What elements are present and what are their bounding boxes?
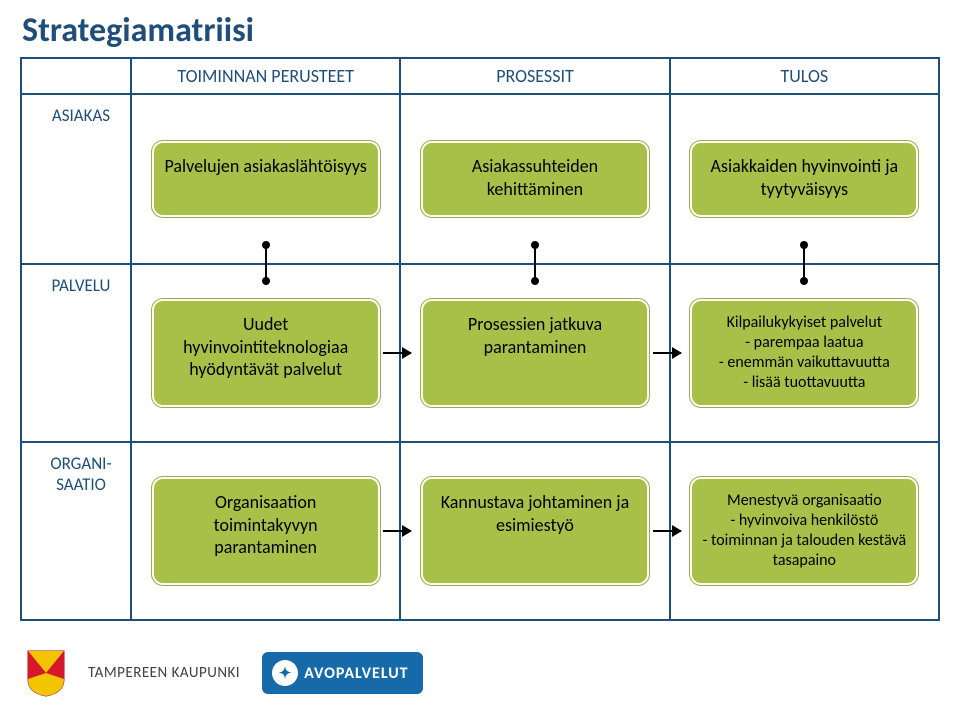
box-r1c3: Asiakkaiden hyvinvointi ja tyytyväisyys xyxy=(689,140,919,218)
header-col2: PROSESSIT xyxy=(400,58,669,94)
box-r1c1: Palvelujen asiakaslähtöisyys xyxy=(151,140,381,218)
header-col1: TOIMINNAN PERUSTEET xyxy=(131,58,400,94)
cell-r3c1: Organisaation toimintakyvyn parantaminen xyxy=(131,442,400,620)
cell-r2c3: Kilpailukykyiset palvelut- parempaa laat… xyxy=(670,264,939,442)
row-label-organisaatio: ORGANI-SAATIO xyxy=(21,442,131,620)
box-r2c1: Uudet hyvinvointiteknologiaa hyödyntävät… xyxy=(151,298,381,408)
cell-r3c3: Menestyvä organisaatio- hyvinvoiva henki… xyxy=(670,442,939,620)
row-label-asiakas: ASIAKAS xyxy=(21,94,131,264)
page-title: Strategiamatriisi xyxy=(0,0,960,57)
avopalvelut-logo: ✦ AVOPALVELUT xyxy=(262,652,423,694)
header-blank xyxy=(21,58,131,94)
footer-brand-text: TAMPEREEN KAUPUNKI xyxy=(88,664,240,682)
box-r3c3: Menestyvä organisaatio- hyvinvoiva henki… xyxy=(689,476,919,586)
box-r3c1: Organisaation toimintakyvyn parantaminen xyxy=(151,476,381,586)
tampere-shield-icon xyxy=(26,649,66,697)
footer: TAMPEREEN KAUPUNKI ✦ AVOPALVELUT xyxy=(0,643,960,703)
cell-r2c2: Prosessien jatkuva parantaminen xyxy=(400,264,669,442)
avopalvelut-logo-text: AVOPALVELUT xyxy=(304,664,409,683)
row-label-palvelu: PALVELU xyxy=(21,264,131,442)
strategy-matrix: TOIMINNAN PERUSTEET PROSESSIT TULOS ASIA… xyxy=(20,57,940,621)
box-r2c2: Prosessien jatkuva parantaminen xyxy=(420,298,650,408)
cell-r1c2: Asiakassuhteiden kehittäminen xyxy=(400,94,669,264)
box-r1c2: Asiakassuhteiden kehittäminen xyxy=(420,140,650,218)
box-r3c2: Kannustava johtaminen ja esimiestyö xyxy=(420,476,650,586)
avopalvelut-logo-icon: ✦ xyxy=(272,660,298,686)
cell-r1c1: Palvelujen asiakaslähtöisyys xyxy=(131,94,400,264)
box-r2c3: Kilpailukykyiset palvelut- parempaa laat… xyxy=(689,298,919,408)
cell-r2c1: Uudet hyvinvointiteknologiaa hyödyntävät… xyxy=(131,264,400,442)
cell-r1c3: Asiakkaiden hyvinvointi ja tyytyväisyys xyxy=(670,94,939,264)
header-col3: TULOS xyxy=(670,58,939,94)
cell-r3c2: Kannustava johtaminen ja esimiestyö xyxy=(400,442,669,620)
